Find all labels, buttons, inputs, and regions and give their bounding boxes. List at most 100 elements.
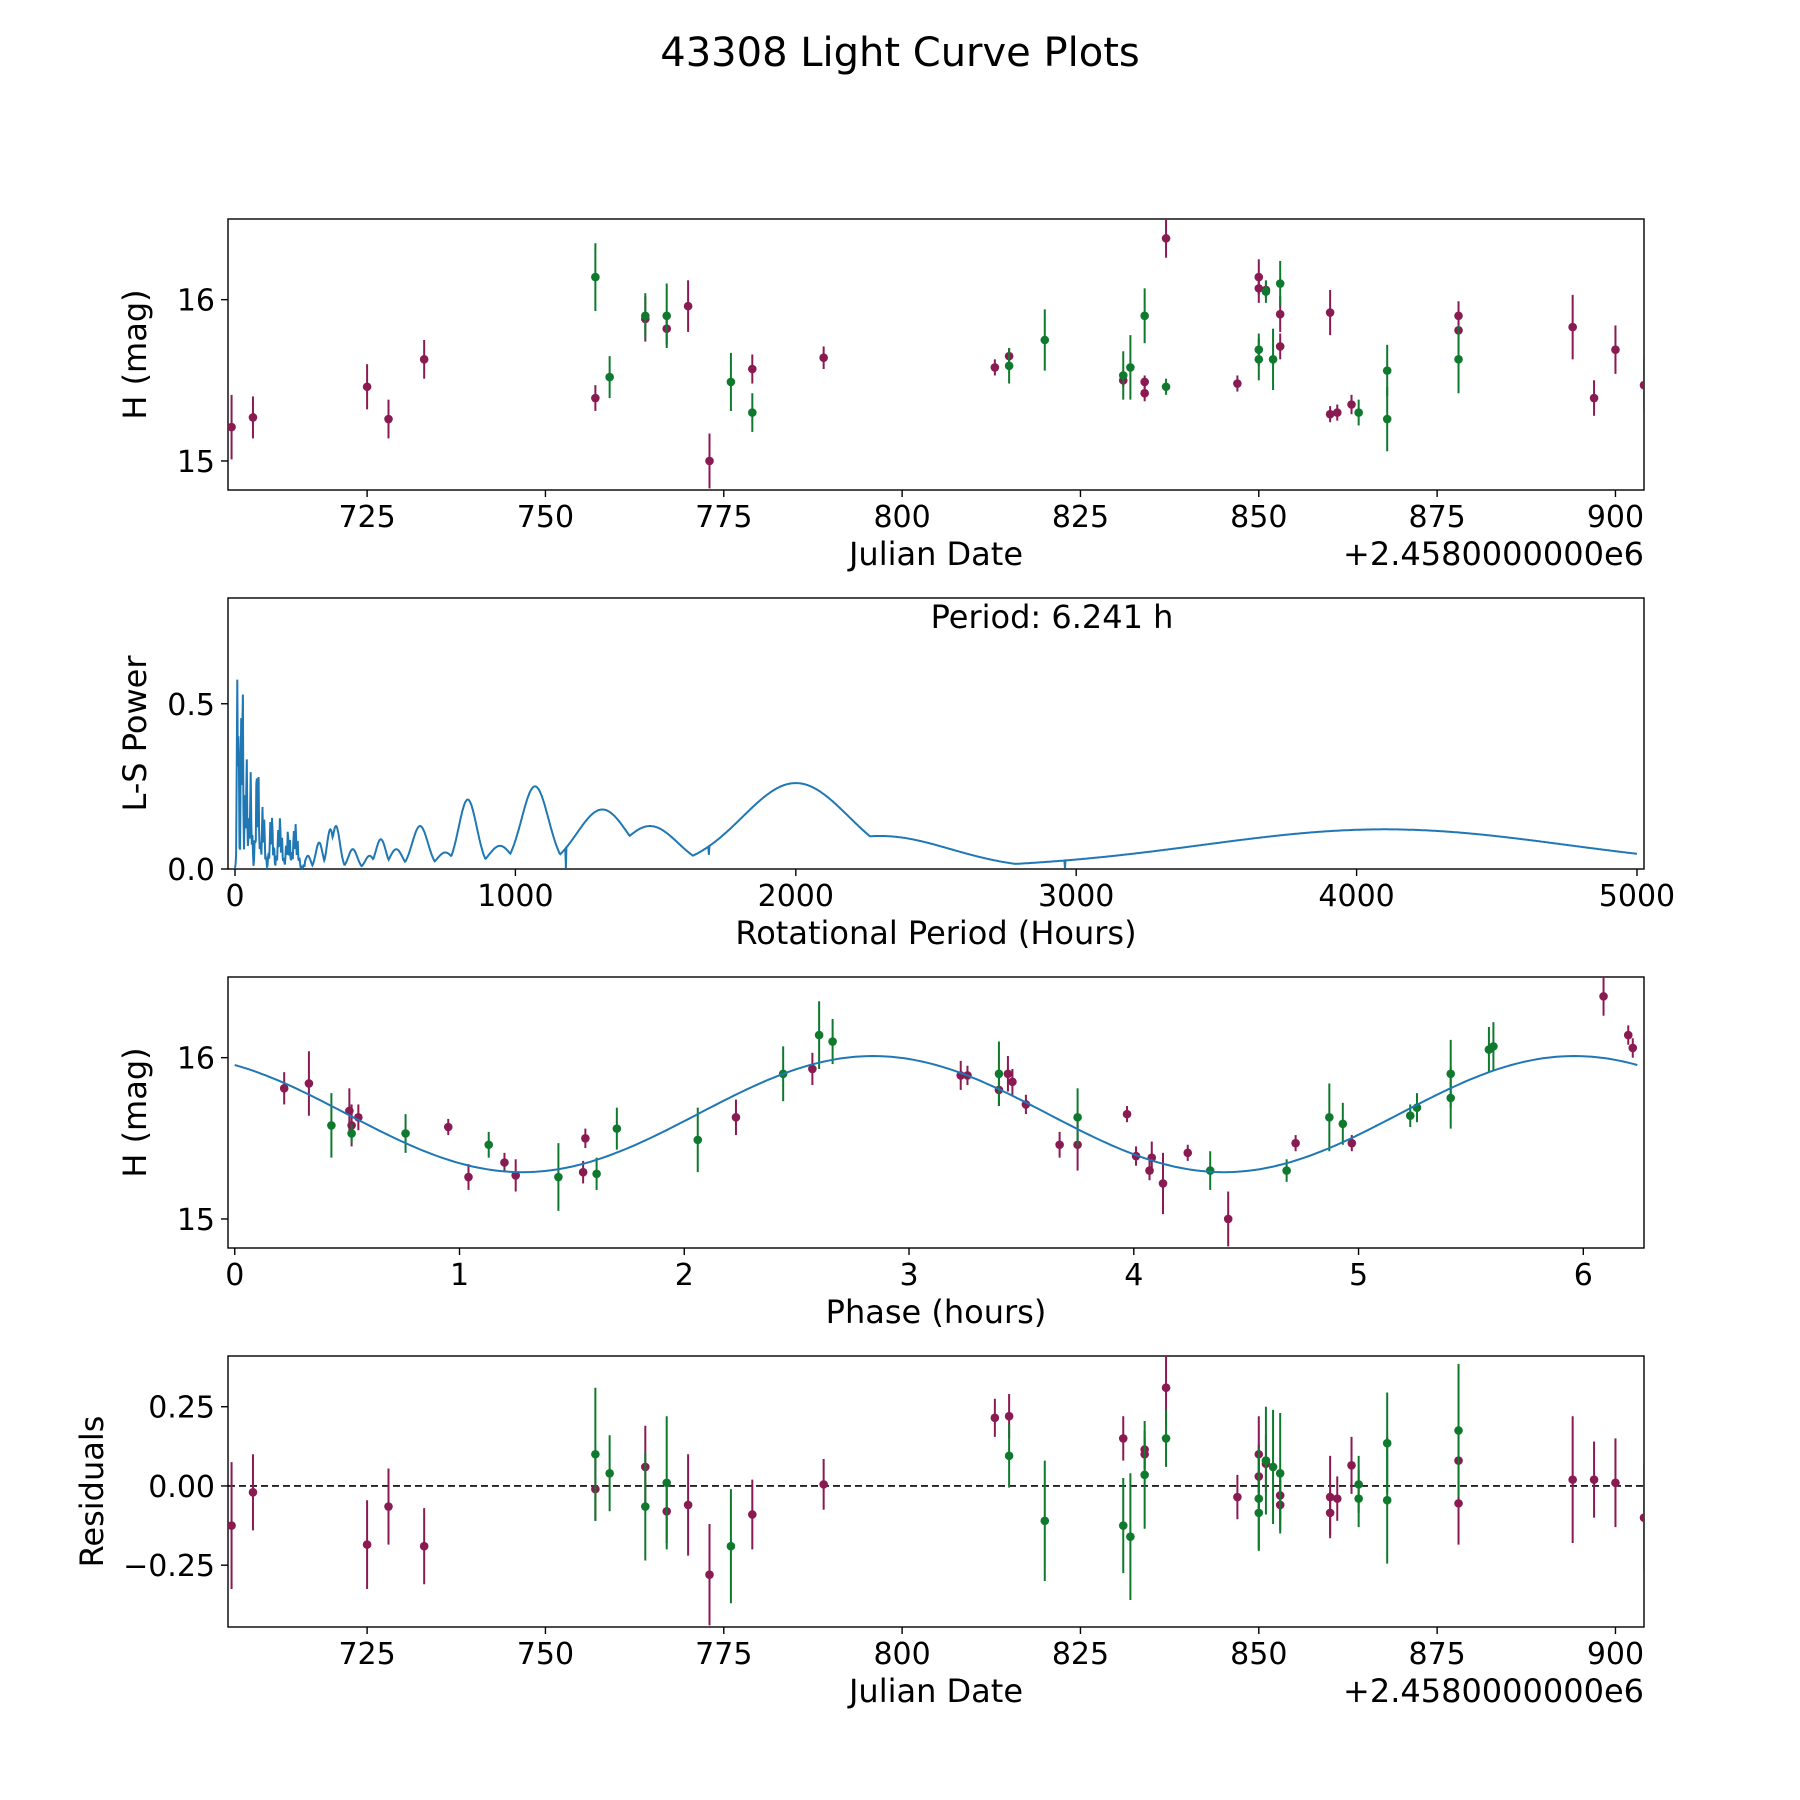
data-point bbox=[748, 408, 757, 417]
data-point bbox=[1126, 363, 1135, 372]
data-point bbox=[511, 1171, 520, 1180]
data-point bbox=[726, 1541, 736, 1551]
x-tick-label: 825 bbox=[1052, 500, 1109, 535]
data-point bbox=[592, 1169, 601, 1179]
data-point bbox=[612, 1124, 622, 1133]
data-point bbox=[748, 364, 757, 374]
data-point bbox=[1325, 1508, 1335, 1518]
y-tick-label: 15 bbox=[177, 1203, 215, 1238]
y-tick-label: 0.5 bbox=[167, 688, 215, 723]
data-point bbox=[990, 1413, 1000, 1423]
data-point bbox=[1446, 1093, 1456, 1103]
data-point bbox=[1233, 379, 1242, 388]
y-tick-label: 16 bbox=[177, 284, 215, 319]
data-point bbox=[1223, 1214, 1233, 1224]
data-point bbox=[808, 1064, 817, 1074]
data-point bbox=[1382, 1495, 1392, 1505]
periodogram-line bbox=[234, 679, 1638, 871]
x-tick-label: 900 bbox=[1587, 500, 1644, 535]
data-point bbox=[228, 1521, 236, 1530]
data-point bbox=[662, 311, 672, 321]
data-point bbox=[1325, 308, 1335, 317]
period-annotation: Period: 6.241 h bbox=[931, 598, 1174, 636]
x-tick-label: 1 bbox=[450, 1258, 469, 1293]
x-tick-label: 4 bbox=[1124, 1258, 1143, 1293]
data-point bbox=[1405, 1111, 1415, 1121]
data-point bbox=[384, 414, 393, 424]
figure-title: 43308 Light Curve Plots bbox=[660, 30, 1139, 76]
x-tick-label: 875 bbox=[1408, 500, 1465, 535]
data-point bbox=[641, 311, 650, 321]
data-point bbox=[1161, 1434, 1171, 1443]
y-tick-label: 0.25 bbox=[148, 1391, 215, 1426]
data-point bbox=[1599, 992, 1608, 1001]
data-point bbox=[1008, 1077, 1017, 1087]
data-point bbox=[1325, 409, 1335, 419]
data-point bbox=[464, 1172, 473, 1182]
y-axis-label: L-S Power bbox=[116, 655, 154, 812]
data-point bbox=[1628, 1043, 1638, 1053]
data-point bbox=[1118, 1521, 1128, 1530]
data-point bbox=[1275, 1468, 1285, 1478]
data-point bbox=[1332, 1494, 1342, 1503]
phase-panel: 0 1 2 3 4 5 6 15 16 Phase (hours) H (mag) bbox=[116, 976, 1645, 1331]
data-point bbox=[1161, 382, 1171, 392]
x-axis-label: Phase (hours) bbox=[826, 1293, 1047, 1331]
data-point bbox=[384, 1502, 393, 1511]
x-tick-label: 2 bbox=[675, 1258, 694, 1293]
y-tick-label: 15 bbox=[177, 445, 215, 480]
data-point bbox=[1261, 1456, 1271, 1465]
x-tick-label: 2000 bbox=[758, 879, 834, 914]
data-point bbox=[228, 422, 236, 432]
plot-frame bbox=[227, 1355, 1645, 1628]
periodogram-panel: 0 1000 2000 3000 4000 5000 0.0 0.5 Rotational Pe… bbox=[116, 597, 1675, 952]
data-point bbox=[1282, 1166, 1291, 1175]
data-point bbox=[641, 1502, 650, 1511]
data-point bbox=[1254, 1508, 1264, 1518]
x-tick-label: 0 bbox=[225, 879, 244, 914]
data-point bbox=[581, 1134, 590, 1143]
data-point bbox=[279, 1084, 289, 1093]
data-point bbox=[1589, 1475, 1599, 1484]
y-tick-label: 0.00 bbox=[148, 1470, 215, 1505]
data-point bbox=[819, 353, 828, 363]
model-fit-curve bbox=[234, 1054, 1638, 1174]
x-tick-label: 3000 bbox=[1038, 879, 1114, 914]
plot-frame bbox=[227, 218, 1645, 491]
data-point bbox=[1611, 345, 1620, 354]
data-point bbox=[591, 393, 600, 403]
data-point bbox=[731, 1113, 741, 1122]
series-green bbox=[327, 1001, 1498, 1211]
data-point bbox=[591, 272, 600, 282]
data-point bbox=[1233, 1492, 1242, 1502]
data-point bbox=[1338, 1119, 1348, 1129]
series-red bbox=[228, 219, 1644, 489]
data-point bbox=[1004, 1411, 1014, 1421]
data-point bbox=[1040, 335, 1050, 345]
x-tick-label: 750 bbox=[517, 1637, 574, 1672]
data-point bbox=[828, 1037, 837, 1046]
data-point bbox=[605, 372, 614, 382]
data-point bbox=[1268, 1462, 1278, 1472]
y-tick-label: 16 bbox=[177, 1042, 215, 1077]
series-red bbox=[228, 1356, 1644, 1626]
data-point bbox=[1489, 1042, 1498, 1051]
x-tick-label: 0 bbox=[225, 1258, 244, 1293]
plot-frame bbox=[227, 597, 1645, 870]
y-tick-label: −0.25 bbox=[123, 1549, 215, 1584]
data-point bbox=[1268, 355, 1278, 364]
y-axis-label: Residuals bbox=[73, 1416, 111, 1568]
data-point bbox=[591, 1449, 600, 1459]
x-tick-label: 6 bbox=[1574, 1258, 1593, 1293]
data-point bbox=[1158, 1179, 1168, 1188]
lightcurve-panel: 725 750 775 800 825 850 875 900 15 16 Julian Date H… bbox=[116, 218, 1645, 573]
data-point bbox=[248, 1487, 258, 1497]
data-point bbox=[1040, 1516, 1050, 1526]
data-point bbox=[1639, 380, 1644, 390]
data-point bbox=[1140, 388, 1149, 398]
data-point bbox=[705, 1570, 714, 1580]
data-point bbox=[1589, 393, 1599, 403]
x-axis-label: Julian Date bbox=[847, 535, 1023, 573]
data-point bbox=[994, 1069, 1004, 1079]
